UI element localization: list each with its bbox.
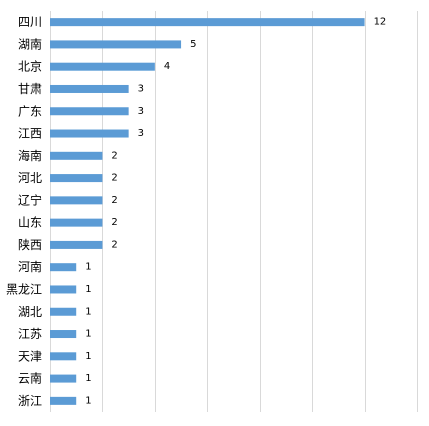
category-label: 湖南 — [18, 36, 42, 51]
category-label: 辽宁 — [18, 192, 42, 207]
bar — [50, 374, 77, 383]
gridlines — [50, 11, 418, 412]
category-label: 北京 — [18, 60, 42, 74]
bar — [50, 196, 103, 205]
category-label: 陕西 — [18, 237, 42, 252]
bar — [50, 330, 77, 339]
data-label: 1 — [85, 329, 91, 340]
data-label: 1 — [85, 351, 91, 362]
bar — [50, 18, 365, 27]
category-label: 黑龙江 — [6, 282, 42, 296]
category-label: 江苏 — [18, 327, 42, 341]
category-label: 山东 — [18, 216, 42, 230]
bar — [50, 84, 129, 93]
data-label: 2 — [111, 195, 117, 206]
data-label: 3 — [138, 128, 144, 139]
bar — [50, 218, 103, 227]
category-label: 河北 — [18, 171, 42, 185]
category-label: 江西 — [18, 127, 42, 141]
category-label: 天津 — [18, 349, 42, 363]
bar — [50, 263, 77, 272]
category-label: 甘肃 — [18, 82, 42, 96]
bar — [50, 307, 77, 316]
data-label: 1 — [85, 395, 91, 406]
data-labels: 12 5 4 3 3 3 2 2 2 2 2 1 1 1 1 1 1 1 — [85, 17, 386, 407]
data-label: 2 — [111, 150, 117, 161]
data-label: 1 — [85, 306, 91, 317]
data-label: 2 — [111, 239, 117, 250]
bars — [50, 18, 365, 405]
data-label: 2 — [111, 173, 117, 184]
bar — [50, 151, 103, 160]
bar — [50, 240, 103, 249]
data-label: 1 — [85, 262, 91, 273]
category-label: 河南 — [18, 259, 42, 274]
category-label: 浙江 — [18, 394, 42, 408]
bar — [50, 285, 77, 294]
category-label: 广东 — [18, 104, 42, 118]
bar — [50, 62, 155, 71]
bar — [50, 40, 182, 49]
category-label: 湖北 — [18, 304, 42, 319]
category-label: 四川 — [18, 15, 42, 29]
bar — [50, 129, 129, 138]
data-label: 12 — [374, 17, 387, 28]
data-label: 1 — [85, 373, 91, 384]
category-label: 云南 — [18, 371, 42, 386]
bar — [50, 174, 103, 183]
category-label: 海南 — [18, 148, 42, 163]
data-label: 4 — [164, 61, 170, 72]
bar — [50, 352, 77, 361]
data-label: 2 — [111, 217, 117, 228]
data-label: 3 — [138, 83, 144, 94]
data-label: 1 — [85, 284, 91, 295]
data-label: 5 — [190, 39, 196, 50]
bar — [50, 107, 129, 116]
bar — [50, 396, 77, 405]
data-label: 3 — [138, 106, 144, 117]
